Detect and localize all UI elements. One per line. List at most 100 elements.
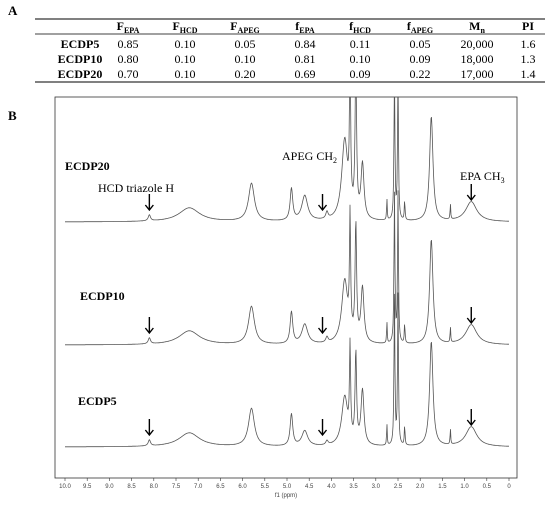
spectrum — [65, 292, 509, 448]
x-tick-label: 8.5 — [127, 484, 136, 490]
x-tick-label: 2.0 — [416, 484, 425, 490]
x-tick-label: 6.0 — [238, 484, 247, 490]
panel-label: A — [8, 3, 18, 18]
table-cell: 1.6 — [521, 37, 536, 51]
x-tick-label: 4.5 — [305, 484, 314, 490]
column-header-sub: n — [480, 26, 485, 35]
arrow — [144, 194, 154, 212]
column-header: FEPA — [117, 19, 140, 35]
x-tick-label: 0 — [507, 484, 511, 490]
trace-label: ECDP5 — [78, 394, 117, 408]
column-header: FAPEG — [230, 19, 260, 35]
row-label: ECDP5 — [61, 37, 100, 51]
x-axis-label: f1 (ppm) — [275, 493, 297, 499]
column-header-sub: EPA — [299, 26, 315, 35]
spectrum — [65, 97, 509, 223]
table-cell: 0.81 — [295, 52, 316, 66]
column-header: fAPEG — [407, 19, 433, 35]
column-header-main: f — [295, 19, 300, 33]
x-tick-label: 6.5 — [216, 484, 225, 490]
table-cell: 0.11 — [350, 37, 371, 51]
table-cell: 0.20 — [235, 67, 256, 81]
arrow — [317, 419, 328, 437]
column-header-main: PI — [522, 19, 534, 33]
annotation-sub: 3 — [501, 176, 505, 185]
table-cell: 0.10 — [350, 52, 371, 66]
column-header-sub: HCD — [180, 26, 198, 35]
table-cell: 0.22 — [410, 67, 431, 81]
plot-frame — [54, 96, 518, 479]
column-header-sub: HCD — [353, 26, 371, 35]
x-tick-label: 10.0 — [59, 484, 71, 490]
table-cell: 1.4 — [521, 67, 536, 81]
x-tick-label: 2.5 — [394, 484, 403, 490]
table-cell: 0.69 — [295, 67, 316, 81]
x-tick-label: 0.5 — [483, 484, 492, 490]
column-header: FHCD — [172, 19, 197, 35]
x-tick-label: 3.5 — [349, 484, 358, 490]
arrow — [144, 419, 154, 437]
x-tick-label: 5.0 — [283, 484, 292, 490]
table-cell: 0.10 — [175, 67, 196, 81]
column-header: PI — [522, 19, 534, 33]
spectra — [65, 97, 509, 448]
x-tick-label: 8.0 — [150, 484, 159, 490]
trace-label: ECDP20 — [65, 159, 110, 173]
table-cell: 0.05 — [235, 37, 256, 51]
arrow — [466, 409, 476, 427]
table-cell: 0.85 — [118, 37, 139, 51]
table-cell: 17,000 — [461, 67, 494, 81]
table-cell: 0.10 — [235, 52, 256, 66]
x-tick-label: 5.5 — [261, 484, 270, 490]
x-tick-label: 1.5 — [438, 484, 447, 490]
spectrum — [65, 190, 509, 346]
column-header-main: f — [349, 19, 354, 33]
annotation-main: EPA CH — [460, 169, 501, 183]
annotation-main: APEG CH — [282, 149, 333, 163]
arrow — [466, 184, 476, 202]
table-cell: 1.3 — [521, 52, 536, 66]
table-cell: 0.05 — [410, 37, 431, 51]
annotation-main: HCD triazole H — [98, 181, 174, 195]
panel-label: B — [8, 108, 17, 123]
x-tick-label: 3.0 — [372, 484, 381, 490]
column-header-sub: APEG — [411, 26, 433, 35]
column-header-main: f — [407, 19, 412, 33]
row-label: ECDP20 — [58, 67, 103, 81]
arrow — [317, 194, 328, 212]
table-cell: 18,000 — [461, 52, 494, 66]
x-tick-label: 4.0 — [327, 484, 336, 490]
x-tick-label: 9.5 — [83, 484, 92, 490]
table-cell: 20,000 — [461, 37, 494, 51]
table-cell: 0.10 — [175, 37, 196, 51]
table-cell: 0.09 — [350, 67, 371, 81]
table-cell: 0.80 — [118, 52, 139, 66]
annotation: APEG CH2 — [282, 149, 337, 165]
trace-label: ECDP10 — [80, 289, 125, 303]
arrow — [317, 317, 328, 335]
table-cell: 0.09 — [410, 52, 431, 66]
arrow — [144, 317, 154, 335]
table-cell: 0.70 — [118, 67, 139, 81]
column-header: fHCD — [349, 19, 371, 35]
column-header: fEPA — [295, 19, 315, 35]
row-label: ECDP10 — [58, 52, 103, 66]
annotation: HCD triazole H — [98, 181, 174, 195]
column-header-sub: EPA — [124, 26, 140, 35]
table-cell: 0.10 — [175, 52, 196, 66]
arrow — [466, 307, 476, 325]
x-tick-label: 7.0 — [194, 484, 203, 490]
x-tick-label: 1.0 — [460, 484, 469, 490]
column-header-sub: APEG — [238, 26, 260, 35]
column-header: Mn — [469, 19, 485, 35]
column-header-main: M — [469, 19, 480, 33]
annotation-sub: 2 — [333, 156, 337, 165]
table-cell: 0.84 — [295, 37, 316, 51]
x-tick-label: 7.5 — [172, 484, 181, 490]
column-header-main: F — [172, 19, 179, 33]
annotation: EPA CH3 — [460, 169, 505, 185]
column-header-main: F — [117, 19, 124, 33]
column-header-main: F — [230, 19, 237, 33]
x-tick-label: 9.0 — [105, 484, 114, 490]
